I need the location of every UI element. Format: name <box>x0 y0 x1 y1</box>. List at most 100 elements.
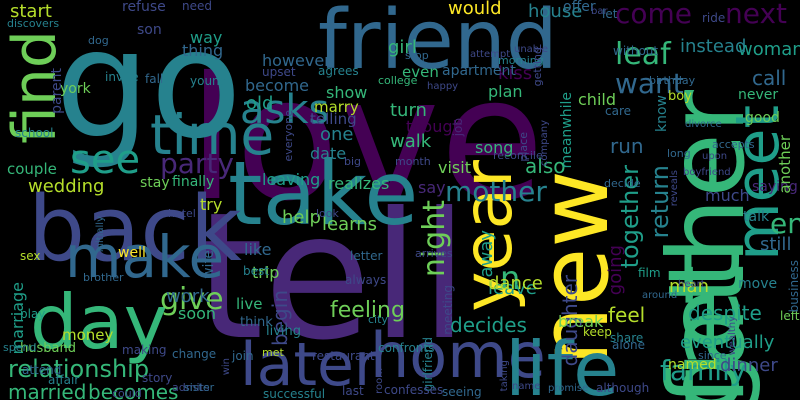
word: night <box>417 200 452 278</box>
word: divorce <box>685 119 722 130</box>
word: run <box>610 134 644 158</box>
word: job <box>451 118 465 137</box>
word: another <box>776 135 794 194</box>
word: kiss <box>498 63 533 84</box>
word: like <box>244 240 272 259</box>
word: win <box>221 358 232 376</box>
word: start <box>10 1 52 22</box>
word: say <box>418 178 446 197</box>
word: husband <box>20 341 76 356</box>
word: wife <box>201 250 217 279</box>
word: one <box>320 124 354 145</box>
word: thing <box>182 41 224 60</box>
word: hotel <box>168 207 196 220</box>
word: leaf <box>615 37 671 72</box>
word: attend <box>22 363 62 377</box>
word: talk <box>743 209 770 225</box>
word: boyfriend <box>683 167 731 178</box>
word: home <box>370 319 546 392</box>
word: upon <box>702 151 728 162</box>
word: attempt <box>470 49 511 60</box>
word: since <box>698 349 727 362</box>
word: trip <box>252 263 280 282</box>
word: make <box>65 223 225 291</box>
word: spend <box>3 341 37 354</box>
word: taking <box>499 360 510 392</box>
word: wedding <box>28 176 105 197</box>
word: around <box>642 290 678 301</box>
word: change <box>172 347 217 361</box>
word: city <box>368 313 388 326</box>
word: company <box>539 120 550 167</box>
word: want <box>615 67 684 100</box>
word: stop <box>405 49 429 62</box>
word: story <box>142 371 173 385</box>
word: join <box>232 349 254 363</box>
word: feel <box>608 303 646 327</box>
word: name <box>512 381 541 392</box>
word: asks <box>240 87 330 133</box>
word: relationship <box>8 355 150 383</box>
word: try <box>200 195 223 214</box>
word: sex <box>20 249 41 263</box>
word: life <box>505 325 620 400</box>
word: school <box>15 126 54 140</box>
word: becomes <box>88 380 179 400</box>
word: keep <box>583 325 612 339</box>
word: marry <box>314 98 359 116</box>
word: though <box>406 117 463 136</box>
word: work <box>166 286 210 307</box>
word: long <box>667 147 691 160</box>
word: see <box>70 137 141 183</box>
word: soon <box>178 304 217 323</box>
word: even <box>402 63 439 81</box>
word: way <box>190 28 223 47</box>
word: tell <box>195 176 469 379</box>
word: later <box>240 330 379 400</box>
word: discovers <box>7 17 60 30</box>
word: dinner <box>720 355 778 376</box>
word: mother <box>445 175 547 208</box>
word: take <box>228 142 419 245</box>
word: break <box>558 312 604 331</box>
word: month <box>395 155 431 168</box>
word: last <box>342 384 364 398</box>
word: affair <box>48 373 80 387</box>
word: much <box>705 186 750 205</box>
word: sister <box>184 381 215 394</box>
word: everyone <box>282 110 295 162</box>
word: think <box>240 315 273 330</box>
word: date <box>310 144 347 163</box>
word: decide <box>604 177 641 190</box>
word: boy <box>668 89 692 104</box>
word: stay <box>140 175 170 191</box>
word: fall <box>145 72 164 86</box>
word: woman <box>738 39 800 60</box>
word: reconcile <box>493 149 543 162</box>
word: care <box>605 104 632 118</box>
word: named <box>668 357 717 373</box>
word: good <box>745 110 780 126</box>
word: college <box>378 74 418 87</box>
word: come <box>615 0 693 30</box>
word: parent <box>49 68 65 114</box>
word: morning <box>498 54 544 67</box>
word: making <box>122 343 167 357</box>
word: finally <box>172 174 215 190</box>
word: learns <box>322 214 377 235</box>
word: promise <box>548 383 589 394</box>
word: admits <box>172 381 210 394</box>
word: meeting <box>441 285 455 335</box>
word: restaurant <box>312 349 375 363</box>
word: give <box>160 282 224 317</box>
word: always <box>345 273 387 287</box>
word: leaving <box>262 170 321 189</box>
word: time <box>150 103 275 167</box>
word: however <box>262 51 331 70</box>
word: ride <box>702 11 726 25</box>
word: letter <box>350 249 383 263</box>
word: need <box>182 0 212 13</box>
word: unable <box>514 44 549 55</box>
word: bar <box>591 6 608 17</box>
